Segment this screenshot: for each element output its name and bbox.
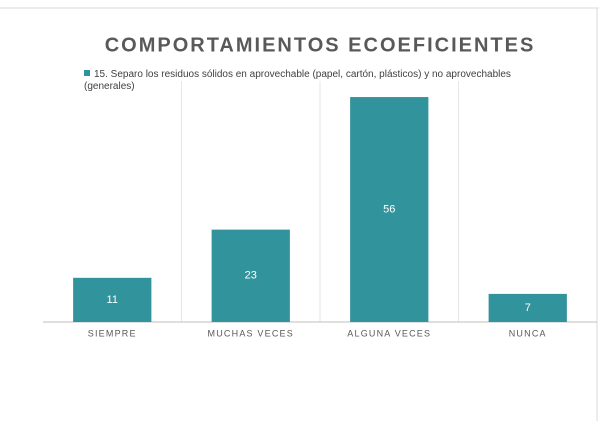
bar [350,97,429,322]
x-tick-label: MUCHAS VECES [208,328,294,338]
x-tick-label: NUNCA [509,328,547,338]
legend: 15. Separo los residuos sólidos en aprov… [84,69,524,93]
data-label: 23 [245,270,257,282]
data-label: 11 [107,294,118,306]
data-label: 56 [383,203,395,215]
bar [73,277,152,322]
x-tick-label: SIEMPRE [88,328,137,338]
bar [488,293,567,322]
legend-swatch [84,70,90,76]
bar [211,229,290,322]
x-tick-label: ALGUNA VECES [347,328,431,338]
legend-label: 15. Separo los residuos sólidos en aprov… [84,69,511,92]
data-label: 7 [525,302,531,314]
chart-title: COMPORTAMIENTOS ECOEFICIENTES [105,34,536,56]
